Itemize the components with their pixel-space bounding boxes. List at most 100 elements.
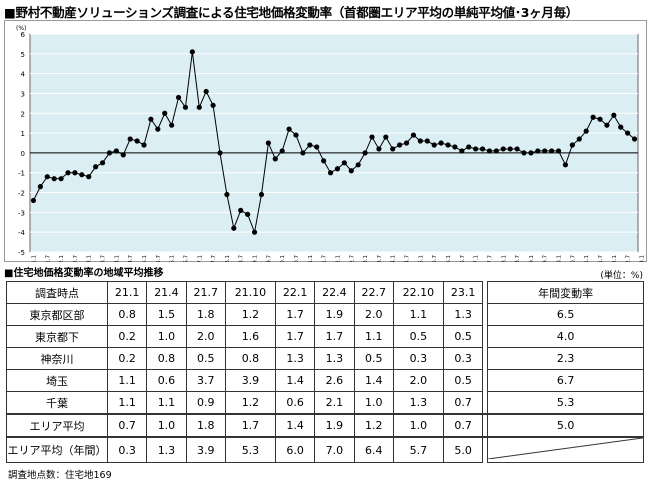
data-point: [251, 229, 258, 235]
table-cell: 0.3: [106, 436, 148, 463]
table-cell: 1.3: [314, 347, 355, 370]
table-cell: 1.1: [106, 391, 148, 415]
x-tick-label: 06.7: [183, 255, 189, 262]
x-tick-label: 22.1: [612, 255, 618, 262]
footnote: 調査地点数：住宅地169: [8, 470, 112, 481]
table-header-cell: 21.10: [224, 281, 276, 304]
table-cell: 1.3: [442, 303, 484, 326]
table-row: 東京都下 0.2 1.0 2.0 1.6 1.7 1.7 1.1 0.5 0.5 4.0: [6, 325, 644, 348]
x-tick-label: 17.1: [474, 255, 480, 262]
data-point: [403, 140, 410, 146]
data-point: [631, 136, 638, 142]
annual-cell: 6.7: [487, 369, 644, 392]
data-point: [93, 164, 99, 170]
x-tick-label: 06.1: [170, 255, 176, 262]
x-tick-label: 07.1: [197, 255, 203, 262]
x-tick-label: 14.7: [405, 255, 411, 262]
data-point: [466, 144, 472, 150]
x-tick-label: 13.7: [377, 255, 383, 262]
data-point: [307, 142, 313, 148]
table-cell: 1.4: [274, 369, 316, 392]
data-point: [424, 138, 430, 144]
x-tick-label: 08.1: [225, 255, 231, 262]
series-line: [33, 51, 635, 235]
data-point: [452, 144, 458, 150]
data-point: [334, 166, 341, 172]
data-point: [238, 207, 244, 213]
table-gap: [482, 281, 489, 304]
x-tick-label: 16.1: [446, 255, 452, 262]
table-cell: 1.0: [146, 413, 187, 438]
table-cell: 2.0: [392, 369, 444, 392]
x-tick-label: 16.7: [460, 255, 466, 262]
annual-cell: [487, 436, 644, 463]
data-point: [169, 122, 175, 128]
data-point: [535, 148, 541, 154]
data-point: [618, 124, 624, 130]
table-cell: 0.3: [442, 347, 484, 370]
table-cell: 1.1: [353, 325, 394, 348]
table-cell: 1.2: [353, 413, 394, 438]
data-point: [611, 112, 617, 118]
x-tick-label: 02.7: [73, 255, 79, 262]
table-cell: 0.6: [146, 369, 187, 392]
table-gap: [482, 325, 489, 348]
line-chart: 6 5 4 3 2 1 0 -1 -2 -3 -4 -5 (%) 01.1 01.7 02.1 02.7 03.1…: [16, 25, 645, 262]
table-cell: 0.5: [185, 347, 226, 370]
x-tick-label: 23.1: [639, 255, 645, 262]
data-point: [348, 168, 354, 174]
row-label: 東京都区部: [6, 303, 108, 326]
table-subtitle: ■住宅地価格変動率の地域平均推移: [4, 268, 164, 279]
table-cell: 2.6: [314, 369, 355, 392]
data-point: [51, 176, 57, 182]
table-header-cell: 22.7: [353, 281, 394, 304]
table-cell: 1.0: [146, 325, 187, 348]
table-cell: 1.1: [146, 391, 187, 415]
table-cell: 6.4: [353, 436, 394, 463]
row-label: 埼玉: [6, 369, 108, 392]
table-cell: 1.4: [353, 369, 394, 392]
table-cell: 2.1: [314, 391, 355, 415]
data-point: [493, 148, 499, 154]
y-tick-label: 6: [21, 31, 26, 39]
table-header-cell: 21.4: [146, 281, 187, 304]
data-point: [37, 184, 43, 190]
data-point: [507, 146, 513, 152]
data-point: [521, 150, 527, 156]
table-header-cell: 21.7: [185, 281, 226, 304]
data-point: [390, 146, 396, 152]
data-point: [362, 150, 368, 156]
y-tick-label: -1: [18, 170, 25, 178]
data-point: [549, 148, 555, 154]
table-cell: 0.8: [146, 347, 187, 370]
data-point: [321, 158, 327, 164]
data-point: [417, 138, 423, 144]
x-tick-label: 17.7: [487, 255, 493, 262]
table-cell: 1.8: [185, 413, 226, 438]
data-point: [72, 170, 78, 176]
x-tick-label: 11.7: [322, 255, 328, 262]
data-point: [473, 146, 479, 152]
table-cell: 5.7: [392, 436, 444, 463]
plot-area: [29, 33, 639, 253]
x-tick-label: 05.1: [142, 255, 148, 262]
table-gap: [482, 369, 489, 392]
data-point: [327, 170, 334, 176]
table-cell: 1.1: [106, 369, 148, 392]
table-cell: 1.0: [392, 413, 444, 438]
x-tick-label: 18.7: [515, 255, 521, 262]
data-point: [231, 225, 237, 231]
table-cell: 0.5: [442, 369, 484, 392]
table-row: エリア平均（年間） 0.3 1.3 3.9 5.3 6.0 7.0 6.4 5.7 5.0: [6, 436, 644, 463]
table-cell: 0.2: [106, 325, 148, 348]
data-point: [265, 140, 271, 146]
data-point: [383, 134, 389, 140]
table-cell: 1.6: [224, 325, 276, 348]
table-row: 東京都区部 0.8 1.5 1.8 1.2 1.7 1.9 2.0 1.1 1.3 6.5: [6, 303, 644, 326]
y-tick-label: 1: [21, 130, 25, 138]
data-point: [30, 197, 37, 204]
data-point: [127, 136, 133, 142]
data-point: [79, 172, 85, 178]
x-tick-label: 03.7: [101, 255, 107, 262]
data-point: [341, 160, 347, 166]
